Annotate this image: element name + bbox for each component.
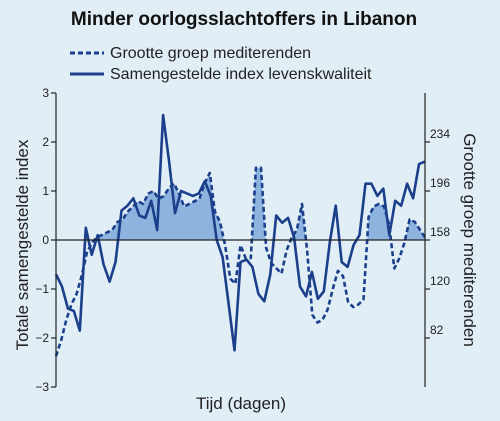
legend: Grootte groep mediterenden Samengestelde… <box>70 45 372 83</box>
tick-label-left: −2 <box>35 331 49 345</box>
tick-label-right: 196 <box>430 176 450 190</box>
fill-area <box>56 167 425 240</box>
fill-area-path <box>56 167 425 240</box>
x-axis-label: Tijd (dagen) <box>196 394 286 413</box>
legend-entry-mediterenden: Grootte groep mediterenden <box>110 45 311 62</box>
tick-label-left: 1 <box>42 184 49 198</box>
tick-label-right: 158 <box>430 225 450 239</box>
tick-label-left: 2 <box>42 135 49 149</box>
ticks: 3 2 1 0 −1 −2 −3 234 196 158 120 82 <box>35 86 450 394</box>
tick-label-right: 82 <box>430 323 444 337</box>
series-line-levenskwaliteit <box>54 113 426 352</box>
series-lines <box>54 113 427 357</box>
chart-title: Minder oorlogsslachtoffers in Libanon <box>71 9 417 30</box>
tick-label-left: 0 <box>42 233 49 247</box>
y-axis-left-label: Totale samengestelde index <box>13 139 32 350</box>
y-axis-right-label: Grootte groep mediterenden <box>460 133 479 347</box>
series-line-mediterenden <box>54 166 427 357</box>
tick-label-right: 234 <box>430 127 450 141</box>
legend-entry-levenskwaliteit: Samengestelde index levenskwaliteit <box>110 66 372 83</box>
tick-label-left: −1 <box>35 282 49 296</box>
tick-label-right: 120 <box>430 274 450 288</box>
tick-label-left: −3 <box>35 380 49 394</box>
tick-label-left: 3 <box>42 86 49 100</box>
axes <box>55 93 426 387</box>
